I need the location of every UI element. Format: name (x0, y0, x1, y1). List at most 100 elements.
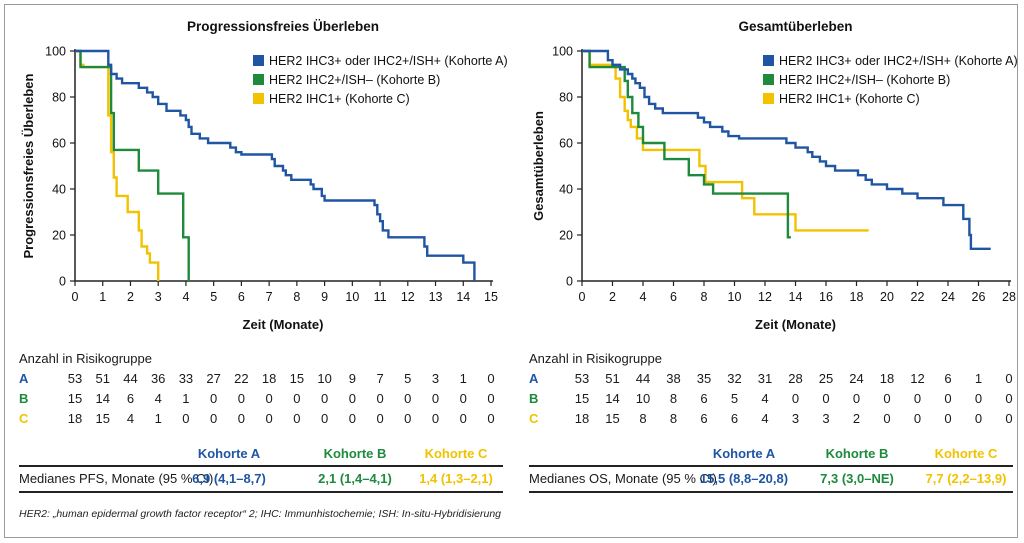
risk-row-c: C 18 15 8 8 6 6 4 3 3 2 0 0 0 0 0 (529, 411, 1024, 427)
risk-count: 10 (635, 391, 651, 406)
risk-count: 0 (822, 391, 830, 406)
risk-count: 44 (635, 371, 651, 386)
risk-count: 0 (487, 391, 495, 406)
risk-count: 22 (234, 371, 249, 386)
x-tick-label: 1 (99, 290, 106, 304)
risk-row-a: A 53 51 44 36 33 27 22 18 15 10 9 7 5 3 1 0 (19, 371, 511, 387)
x-tick-label: 13 (429, 290, 443, 304)
median-label: Medianes PFS, Monate (95 % CI) (19, 471, 214, 486)
x-tick-label: 5 (210, 290, 217, 304)
x-tick-label: 14 (456, 290, 470, 304)
risk-count: 25 (818, 371, 834, 386)
risk-count: 24 (849, 371, 864, 386)
risk-count: 0 (974, 391, 983, 406)
risk-count: 31 (757, 371, 773, 386)
x-tick-label: 24 (941, 290, 955, 304)
risk-count: 0 (944, 411, 952, 426)
x-tick-label: 6 (238, 290, 245, 304)
risk-count: 4 (761, 411, 769, 426)
legend-swatch-c (763, 93, 774, 104)
legend-label-a: HER2 IHC3+ oder IHC2+/ISH+ (Kohorte A) (779, 54, 1018, 68)
risk-count: 15 (605, 411, 620, 426)
risk-count: 2 (852, 411, 861, 426)
risk-row-label: C (19, 411, 29, 426)
median-value-b: 7,3 (3,0–NE) (820, 471, 894, 486)
risk-count: 0 (913, 391, 922, 406)
series-line-b (582, 49, 791, 239)
risk-count: 7 (376, 371, 384, 386)
median-value-c: 7,7 (2,2–13,9) (925, 471, 1007, 486)
risk-count: 0 (348, 391, 356, 406)
series-line-b (75, 49, 190, 281)
risk-count: 0 (320, 391, 329, 406)
risk-count: 15 (289, 371, 305, 386)
median-value-b: 2,1 (1,4–4,1) (318, 471, 392, 486)
median-value-c: 1,4 (1,3–2,1) (419, 471, 493, 486)
risk-count: 0 (376, 411, 384, 426)
risk-count: 18 (67, 411, 83, 426)
x-tick-label: 4 (182, 290, 189, 304)
risk-count: 9 (348, 371, 356, 386)
legend-label-a: HER2 IHC3+ oder IHC2+/ISH+ (Kohorte A) (269, 54, 508, 68)
risk-count: 1 (154, 411, 162, 426)
x-tick-label: 8 (701, 290, 708, 304)
x-tick-label: 8 (293, 290, 300, 304)
risk-count: 1 (459, 371, 467, 386)
x-tick-label: 0 (579, 290, 586, 304)
risk-count: 0 (348, 411, 356, 426)
os-panel: Gesamtüberleben 0 20 40 60 80 100 0 2 4 6 8 10 12 14 16… (515, 5, 1024, 535)
legend-swatch-a (253, 55, 264, 66)
risk-count: 0 (210, 391, 218, 406)
risk-count: 51 (95, 371, 110, 386)
risk-count: 0 (404, 411, 412, 426)
risk-count: 4 (761, 391, 769, 406)
x-axis-label: Zeit (Monate) (755, 317, 836, 332)
risk-count: 4 (126, 411, 135, 426)
series-line-a (582, 49, 991, 250)
risk-count: 6 (126, 391, 135, 406)
risk-row-c: C 18 15 4 1 0 0 0 0 0 0 0 0 0 0 0 0 (19, 411, 511, 427)
pfs-chart: Progressionsfreies Überleben020406080100… (21, 19, 508, 332)
x-tick-label: 12 (401, 290, 415, 304)
risk-count: 0 (293, 411, 301, 426)
median-top-rule (19, 465, 503, 467)
median-label: Medianes OS, Monate (95 % CI) (529, 471, 717, 486)
median-value-a: 6,9 (4,1–8,7) (192, 471, 266, 486)
risk-count: 6 (700, 411, 708, 426)
risk-count: 15 (95, 411, 110, 426)
risk-count: 27 (206, 371, 221, 386)
legend-label-b: HER2 IHC2+/ISH– (Kohorte B) (779, 73, 950, 87)
risk-count: 14 (605, 391, 620, 406)
risk-count: 14 (95, 391, 110, 406)
risk-count: 0 (974, 411, 983, 426)
x-tick-label: 26 (972, 290, 986, 304)
pfs-panel: Progressionsfreies Überleben 0 20 40 60 80 100… (5, 5, 515, 535)
median-header-b: Kohorte B (323, 446, 387, 461)
x-tick-label: 22 (911, 290, 925, 304)
risk-count: 0 (883, 411, 891, 426)
y-tick-label: 40 (52, 183, 66, 197)
risk-count: 0 (265, 391, 273, 406)
risk-count: 0 (182, 411, 190, 426)
risk-count: 5 (730, 391, 739, 406)
median-header-b: Kohorte B (825, 446, 889, 461)
risk-count: 5 (404, 371, 412, 386)
x-tick-label: 12 (758, 290, 772, 304)
legend-swatch-b (253, 74, 264, 85)
risk-table-title: Anzahl in Risikogruppe (19, 351, 152, 366)
y-tick-label: 0 (566, 275, 573, 289)
x-axis-label: Zeit (Monate) (243, 317, 324, 332)
y-tick-label: 100 (45, 45, 66, 59)
chart-title: Gesamtüberleben (738, 19, 852, 34)
y-tick-label: 80 (52, 91, 66, 105)
series-line-c (75, 49, 160, 281)
risk-count: 18 (261, 371, 277, 386)
risk-count: 0 (487, 411, 495, 426)
risk-count: 12 (910, 371, 925, 386)
risk-count: 18 (879, 371, 895, 386)
y-tick-label: 20 (52, 229, 66, 243)
risk-count: 15 (67, 391, 83, 406)
risk-row-label: A (529, 371, 539, 386)
legend-swatch-a (763, 55, 774, 66)
x-tick-label: 3 (155, 290, 162, 304)
